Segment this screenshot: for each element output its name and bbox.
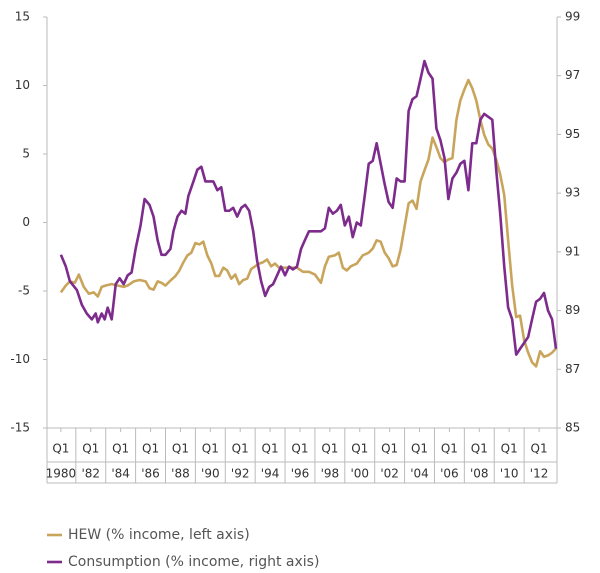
series-line (59, 59, 558, 356)
x-tick-sublabel: Q1 (441, 442, 458, 456)
y-tick-label: -15 (10, 421, 30, 435)
x-tick-label: '04 (410, 467, 429, 481)
x-tick-sublabel: Q1 (321, 442, 338, 456)
y2-tick-label: 93 (565, 186, 580, 200)
x-tick-label: '12 (530, 467, 549, 481)
x-tick-label: '94 (261, 467, 280, 481)
x-tick-sublabel: Q1 (172, 442, 189, 456)
x-tick-sublabel: Q1 (232, 442, 249, 456)
y-tick-label: -5 (18, 284, 30, 298)
y2-tick-label: 99 (565, 10, 580, 24)
y-tick-label: 10 (15, 78, 30, 92)
y-tick-label: 0 (22, 215, 30, 229)
y2-tick-label: 89 (565, 303, 580, 317)
x-tick-label: '00 (350, 467, 369, 481)
y-tick-label: 15 (15, 10, 30, 24)
legend-label: HEW (% income, left axis) (68, 527, 250, 543)
x-tick-label: '84 (111, 467, 130, 481)
y2-tick-label: 87 (565, 362, 580, 376)
x-tick-sublabel: Q1 (82, 442, 99, 456)
y-tick-label: 5 (22, 147, 30, 161)
x-tick-sublabel: Q1 (202, 442, 219, 456)
x-tick-sublabel: Q1 (52, 442, 69, 456)
x-tick-label: '96 (291, 467, 310, 481)
x-tick-sublabel: Q1 (351, 442, 368, 456)
x-tick-label: '90 (201, 467, 220, 481)
y2-tick-label: 91 (565, 244, 580, 258)
x-tick-label: '06 (440, 467, 459, 481)
x-tick-sublabel: Q1 (501, 442, 518, 456)
y2-tick-label: 85 (565, 421, 580, 435)
x-tick-label: '88 (171, 467, 190, 481)
x-tick-label: '82 (81, 467, 100, 481)
y2-tick-label: 97 (565, 68, 580, 82)
x-tick-label: '08 (470, 467, 489, 481)
y-tick-label: -10 (10, 352, 30, 366)
x-tick-label: '98 (321, 467, 340, 481)
x-tick-label: '10 (500, 467, 519, 481)
x-tick-sublabel: Q1 (381, 442, 398, 456)
x-tick-sublabel: Q1 (531, 442, 548, 456)
x-tick-label: 1980 (46, 467, 77, 481)
x-tick-label: '02 (380, 467, 399, 481)
series-line (59, 78, 557, 368)
x-tick-sublabel: Q1 (112, 442, 129, 456)
x-tick-sublabel: Q1 (142, 442, 159, 456)
legend-label: Consumption (% income, right axis) (68, 554, 319, 570)
x-tick-sublabel: Q1 (262, 442, 279, 456)
x-tick-label: '86 (141, 467, 160, 481)
x-tick-sublabel: Q1 (291, 442, 308, 456)
y2-tick-label: 95 (565, 127, 580, 141)
x-tick-label: '92 (231, 467, 250, 481)
x-tick-sublabel: Q1 (411, 442, 428, 456)
x-tick-sublabel: Q1 (471, 442, 488, 456)
